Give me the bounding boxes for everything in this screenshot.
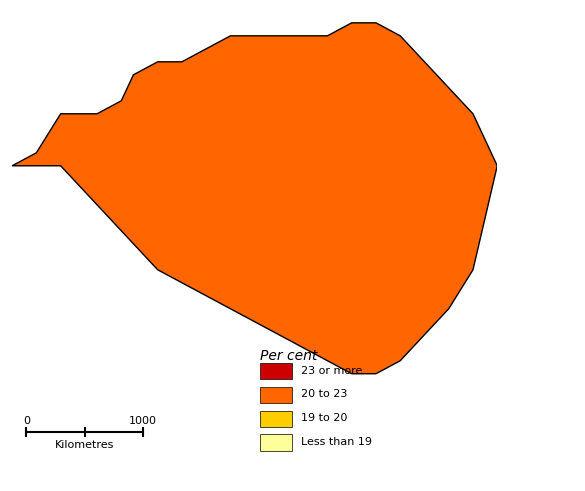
FancyBboxPatch shape [260,410,292,427]
Text: 20 to 23: 20 to 23 [301,389,347,400]
Polygon shape [12,23,497,374]
Text: 0: 0 [23,416,30,426]
Text: 19 to 20: 19 to 20 [301,413,347,423]
FancyBboxPatch shape [260,435,292,451]
FancyBboxPatch shape [260,387,292,403]
Text: 23 or more: 23 or more [301,366,362,376]
Text: 1000: 1000 [129,416,157,426]
FancyBboxPatch shape [260,363,292,380]
Text: Kilometres: Kilometres [55,440,115,450]
Text: Less than 19: Less than 19 [301,437,371,447]
Text: Per cent: Per cent [260,349,318,363]
